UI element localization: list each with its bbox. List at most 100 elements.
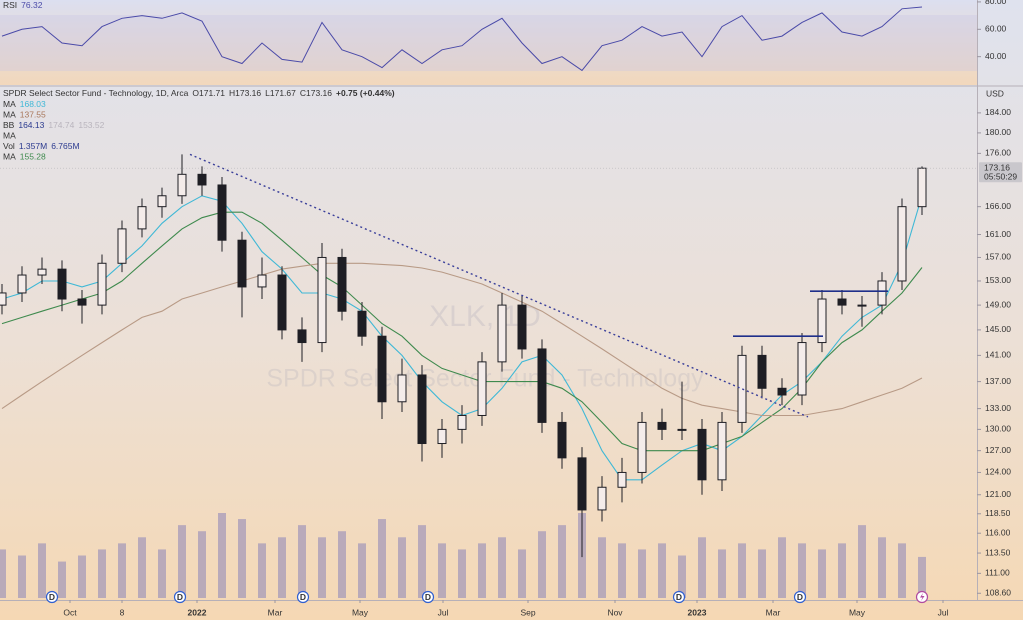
volume-bar	[318, 537, 326, 598]
legend-name: BB	[3, 120, 15, 130]
volume-bar	[18, 555, 26, 598]
legend-entry: MA 137.55	[3, 110, 46, 120]
candle-body	[97, 262, 107, 306]
volume-bar	[438, 543, 446, 598]
candle-body	[637, 421, 647, 473]
legend-value: 174.74	[48, 120, 74, 130]
x-tick-label: May	[849, 607, 866, 617]
legend-value: 153.52	[78, 120, 104, 130]
legend-entry: BB 164.13 174.74 153.52	[3, 120, 105, 130]
y-tick-label: 121.00	[985, 489, 1011, 499]
quote-change: +0.75 (+0.44%)	[336, 88, 395, 98]
x-tick-label: 2023	[688, 607, 707, 617]
quote-low: 171.67	[270, 88, 296, 98]
volume-bar	[498, 537, 506, 598]
legend-name: MA	[3, 99, 16, 109]
y-tick-label: 113.50	[985, 547, 1011, 557]
y-tick-label: 124.00	[985, 467, 1011, 477]
candle-body	[397, 374, 407, 403]
dividend-marker	[672, 590, 686, 604]
volume-bar	[598, 537, 606, 598]
y-tick-label: 137.00	[985, 376, 1011, 386]
legend-entry: MA 168.03	[3, 99, 46, 109]
candle-body	[737, 354, 747, 423]
legend-value: 164.13	[18, 120, 44, 130]
candle-body	[297, 329, 307, 344]
volume-bar	[338, 531, 346, 598]
legend-entry: MA	[3, 131, 16, 141]
candle-body	[77, 298, 87, 306]
dividend-label: D	[676, 592, 682, 602]
candle-body	[357, 310, 367, 337]
y-tick-label: 116.00	[985, 527, 1011, 537]
candle-body	[57, 268, 67, 300]
y-tick-label: 184.00	[985, 107, 1011, 117]
candle-body	[697, 428, 707, 481]
volume-bar	[258, 543, 266, 598]
volume-bar	[378, 519, 386, 598]
quote-prefix: H	[229, 88, 235, 98]
candle-body	[617, 471, 627, 488]
dividend-marker	[421, 590, 435, 604]
volume-bar	[618, 543, 626, 598]
legend-value: 1.357M	[19, 141, 47, 151]
x-tick-label: Sep	[520, 607, 535, 617]
candle-body	[217, 184, 227, 241]
volume-bar	[858, 525, 866, 598]
quote-prefix: O	[192, 88, 199, 98]
quote-open: 171.71	[199, 88, 225, 98]
volume-bar	[818, 549, 826, 598]
alert-bolt	[920, 593, 925, 601]
volume-bar	[38, 543, 46, 598]
alert-icon	[915, 590, 929, 604]
x-tick-label: May	[352, 607, 369, 617]
volume-bar	[878, 537, 886, 598]
volume-bar	[918, 556, 926, 598]
candle-body	[237, 239, 247, 288]
volume-bar	[238, 519, 246, 598]
candle-body	[597, 486, 607, 511]
candle-body	[137, 206, 147, 230]
candle-body	[337, 256, 347, 312]
volume-bar	[838, 543, 846, 598]
moving-average	[1, 262, 923, 417]
y-tick-label: 118.50	[985, 508, 1011, 518]
volume-bar	[98, 549, 106, 598]
candle-body	[517, 304, 527, 350]
candle-body	[897, 206, 907, 282]
volume-bar	[118, 543, 126, 598]
candle-body	[0, 292, 7, 306]
x-tick-label: Nov	[607, 607, 623, 617]
x-tick-label: Mar	[766, 607, 781, 617]
volume-bar	[758, 549, 766, 598]
candle-body	[197, 173, 207, 186]
y-tick-label: 149.00	[985, 299, 1011, 309]
volume-bar	[738, 543, 746, 598]
candle-body	[777, 387, 787, 396]
volume-bar	[418, 525, 426, 598]
candle-body	[17, 274, 27, 294]
candle-body	[717, 421, 727, 481]
dividend-label: D	[425, 592, 431, 602]
candle-body	[837, 298, 847, 306]
x-tick-label: 2022	[188, 607, 207, 617]
volume-bar	[58, 561, 66, 598]
x-tick-label: Oct	[63, 607, 77, 617]
rsi-line	[1, 6, 923, 72]
trendline	[189, 153, 809, 418]
last-price-box	[979, 162, 1022, 183]
x-tick-label: Jul	[938, 607, 949, 617]
y-tick-label: 145.00	[985, 324, 1011, 334]
volume-bar	[298, 525, 306, 598]
dividend-label: D	[300, 592, 306, 602]
x-tick-label: Jul	[438, 607, 449, 617]
header: SPDR Select Sector Fund - Technology, 1D…	[3, 88, 395, 98]
y-tick-label: 166.00	[985, 201, 1011, 211]
axes: 184.00 180.00 176.00 166.00 161.00 157.00 153.…	[45, 0, 1011, 617]
y-tick-label: 130.00	[985, 424, 1011, 434]
legend-name: MA	[3, 152, 16, 162]
candle-body	[37, 268, 47, 276]
